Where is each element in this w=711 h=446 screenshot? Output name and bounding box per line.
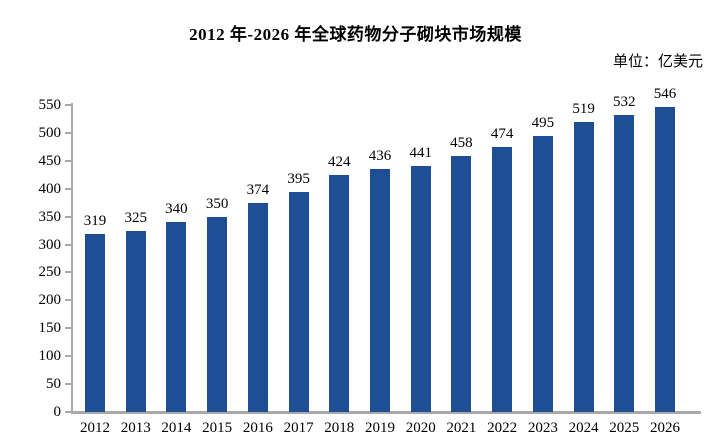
unit-label: 单位：亿美元	[612, 54, 703, 70]
y-tick-mark	[65, 411, 72, 413]
y-tick-mark	[65, 131, 72, 134]
bar-value-label: 350	[205, 195, 229, 212]
bar	[85, 233, 105, 412]
y-tick-mark	[65, 327, 72, 330]
y-tick-mark	[65, 271, 72, 274]
bar	[166, 222, 187, 412]
bar-value-label: 441	[409, 144, 432, 161]
y-tick-label: 550	[38, 97, 62, 113]
bar-value-label: 325	[124, 209, 147, 226]
x-tick-label: 2025	[609, 420, 640, 436]
x-tick-label: 2014	[161, 420, 192, 436]
y-tick-mark	[65, 215, 72, 218]
bar	[207, 216, 228, 412]
bar	[451, 156, 472, 412]
bar-value-label: 424	[328, 154, 351, 171]
bar-value-label: 519	[572, 101, 595, 118]
bar	[125, 230, 146, 412]
bar-value-label: 546	[653, 86, 677, 103]
y-tick-label: 50	[46, 376, 61, 393]
y-tick-label: 250	[38, 264, 62, 281]
y-tick-mark	[65, 159, 72, 162]
bar-value-label: 436	[368, 147, 392, 164]
bar-value-label: 319	[83, 212, 107, 229]
x-tick-label: 2024	[568, 420, 599, 436]
y-tick-label: 500	[38, 124, 62, 141]
bar-value-label: 495	[531, 114, 555, 131]
bar	[532, 135, 553, 412]
y-tick-label: 100	[38, 348, 62, 365]
bar-value-label: 532	[613, 94, 636, 111]
bar	[492, 147, 513, 412]
x-tick-label: 2012	[80, 420, 110, 436]
bar	[573, 122, 594, 412]
y-tick-mark	[65, 355, 72, 358]
x-tick-label: 2023	[527, 420, 558, 436]
x-tick-label: 2016	[242, 420, 273, 436]
y-tick-label: 300	[38, 236, 62, 253]
y-tick-mark	[65, 104, 72, 106]
x-tick-label: 2021	[446, 420, 477, 436]
y-tick-label: 150	[38, 320, 62, 337]
bar-value-label: 474	[490, 126, 514, 143]
bar	[370, 168, 390, 412]
y-tick-label: 400	[38, 180, 62, 197]
x-tick-label: 2017	[283, 420, 314, 436]
bar	[410, 165, 431, 412]
x-tick-label: 2026	[650, 420, 680, 436]
x-tick-label: 2020	[405, 420, 436, 436]
y-tick-label: 450	[38, 152, 62, 169]
x-tick-label: 2018	[324, 420, 355, 436]
bar	[288, 191, 309, 412]
y-tick-mark	[65, 299, 72, 302]
x-tick-label: 2019	[365, 420, 395, 436]
bar-value-label: 340	[165, 201, 188, 218]
x-tick-label: 2022	[487, 420, 518, 436]
y-tick-mark	[65, 383, 72, 386]
bar	[247, 203, 268, 412]
bar	[329, 175, 350, 412]
bar-value-label: 395	[287, 170, 310, 187]
bar-value-label: 374	[246, 182, 270, 199]
bar	[655, 107, 675, 412]
bar-value-label: 458	[450, 135, 473, 152]
y-tick-mark	[65, 187, 72, 190]
x-tick-label: 2013	[120, 420, 151, 436]
bar	[614, 115, 635, 412]
y-tick-label: 0	[53, 404, 62, 420]
chart-title: 2012 年-2026 年全球药物分子砌块市场规模	[189, 25, 522, 44]
y-tick-label: 200	[38, 292, 62, 309]
y-tick-mark	[65, 243, 72, 246]
x-axis-line	[71, 411, 701, 414]
y-axis-line	[71, 103, 73, 414]
x-tick-label: 2015	[202, 420, 233, 436]
y-tick-label: 350	[38, 208, 62, 225]
